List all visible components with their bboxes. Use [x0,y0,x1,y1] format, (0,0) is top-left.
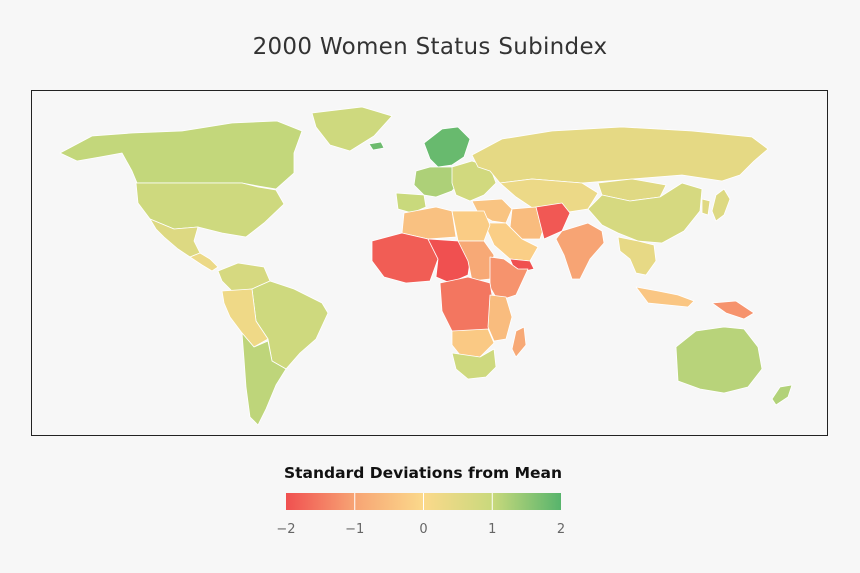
region-peru-bolivia[interactable] [221,288,269,348]
region-west-africa[interactable] [371,232,439,284]
region-central-america[interactable] [189,252,219,272]
legend-tick-label: −1 [345,522,365,537]
region-iceland[interactable] [368,141,385,151]
region-korea[interactable] [701,198,711,216]
region-new-zealand[interactable] [771,384,793,406]
map-title: 2000 Women Status Subindex [252,34,608,60]
legend-color-bar [286,493,561,510]
region-indonesia[interactable] [635,286,695,308]
region-canada[interactable] [59,120,303,190]
region-argentina-chile[interactable] [241,332,287,426]
region-india[interactable] [555,222,605,280]
region-southern-africa[interactable] [451,348,497,380]
region-greenland[interactable] [311,106,393,152]
region-china[interactable] [587,182,703,244]
region-egypt-libya[interactable] [451,210,491,242]
region-southeast-asia[interactable] [617,236,657,276]
region-papua-new-guinea[interactable] [711,300,755,320]
region-western-europe[interactable] [413,166,463,198]
region-east-africa[interactable] [487,294,513,342]
legend-tick-label: −2 [276,522,296,537]
legend-title: Standard Deviations from Mean [283,464,563,482]
region-russia[interactable] [471,126,769,184]
region-madagascar[interactable] [511,326,527,358]
region-north-africa[interactable] [401,206,457,240]
legend-tick-label: 0 [419,522,428,537]
region-australia[interactable] [675,326,763,394]
region-japan[interactable] [711,188,731,222]
world-map[interactable] [31,90,828,436]
region-scandinavia[interactable] [423,126,471,168]
region-arabia[interactable] [483,222,539,262]
world-map-svg [59,106,793,426]
legend-tick-label: 2 [556,522,566,537]
region-central-africa[interactable] [439,276,495,338]
legend-tick-label: 1 [488,522,497,537]
